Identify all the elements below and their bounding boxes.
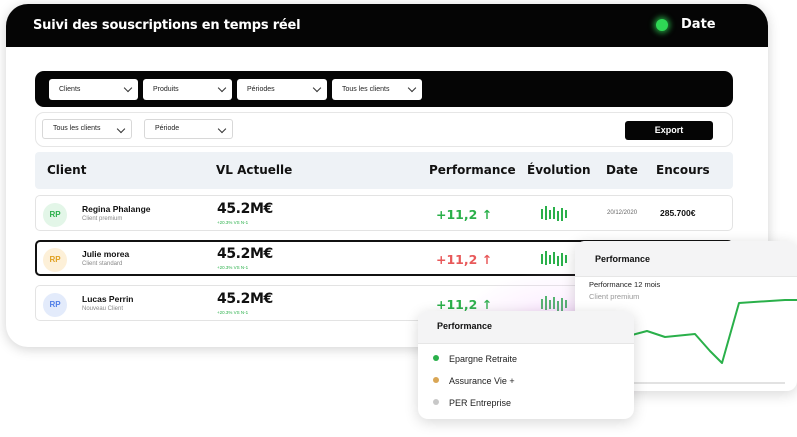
client-type: Client standard bbox=[82, 261, 123, 267]
card-header: Suivi des souscriptions en temps réel Da… bbox=[6, 4, 768, 47]
legend-label: Epargne Retraite bbox=[449, 354, 518, 364]
client-name: Lucas Perrin bbox=[82, 294, 134, 304]
legend-dot-icon bbox=[433, 399, 439, 405]
chevron-down-icon bbox=[123, 83, 133, 93]
live-indicator-icon bbox=[656, 19, 668, 31]
arrow-up-icon: ↑ bbox=[481, 252, 493, 267]
chevron-down-icon bbox=[116, 124, 126, 134]
client-name: Julie morea bbox=[82, 249, 130, 259]
encours-value: 285.700€ bbox=[660, 208, 696, 218]
performance-number: +11,2 bbox=[436, 297, 478, 312]
col-date[interactable]: Date bbox=[606, 163, 638, 177]
avatar: RP bbox=[43, 203, 67, 227]
avatar: RP bbox=[43, 293, 67, 317]
legend-item-epargne[interactable]: Epargne Retraite bbox=[433, 354, 517, 364]
table-row[interactable]: RP Regina Phalange Client premium 45.2M€… bbox=[35, 195, 733, 231]
date-label[interactable]: Date bbox=[681, 17, 716, 32]
performance-value: +11,2 ↑ bbox=[436, 207, 492, 222]
legend-dot-icon bbox=[433, 377, 439, 383]
vl-value: 45.2M€ bbox=[217, 291, 273, 307]
table-header: Client VL Actuelle Performance Évolution… bbox=[35, 152, 733, 189]
export-button[interactable]: Export bbox=[625, 121, 713, 140]
vl-value: 45.2M€ bbox=[217, 246, 273, 262]
subscriptions-card: Suivi des souscriptions en temps réel Da… bbox=[6, 4, 768, 347]
produits-select[interactable]: Produits bbox=[143, 79, 232, 100]
primary-filter-bar: Clients Produits Périodes Tous les clien… bbox=[35, 71, 733, 107]
col-encours[interactable]: Encours bbox=[656, 163, 710, 177]
col-evolution[interactable]: Évolution bbox=[527, 163, 591, 177]
chevron-down-icon bbox=[217, 83, 227, 93]
performance-value: +11,2 ↑ bbox=[436, 252, 492, 267]
performance-number: +11,2 bbox=[436, 252, 478, 267]
legend-item-per[interactable]: PER Entreprise bbox=[433, 398, 511, 408]
popover-subtitle: Performance 12 mois bbox=[589, 280, 661, 289]
arrow-up-icon: ↑ bbox=[481, 297, 493, 312]
client-type: Client premium bbox=[82, 216, 123, 222]
legend-label: PER Entreprise bbox=[449, 398, 512, 408]
performance-value: +11,2 ↑ bbox=[436, 297, 492, 312]
periodes-select[interactable]: Périodes bbox=[237, 79, 327, 100]
chevron-down-icon bbox=[217, 124, 227, 134]
tous-clients-filter-label: Tous les clients bbox=[53, 125, 101, 132]
vl-change: +20.3% VS N-1 bbox=[217, 310, 249, 315]
legend-item-assurance[interactable]: Assurance Vie + bbox=[433, 376, 515, 386]
avatar: RP bbox=[43, 248, 67, 272]
legend-dot-icon bbox=[433, 355, 439, 361]
performance-legend-popover: Performance Epargne Retraite Assurance V… bbox=[418, 311, 634, 419]
client-type: Nouveau Client bbox=[82, 306, 124, 312]
periode-filter[interactable]: Période bbox=[144, 119, 233, 139]
evolution-sparkbars-icon bbox=[541, 251, 567, 266]
chevron-down-icon bbox=[407, 83, 417, 93]
arrow-up-icon: ↑ bbox=[481, 207, 493, 222]
clients-select[interactable]: Clients bbox=[49, 79, 138, 100]
clients-select-label: Clients bbox=[59, 86, 81, 93]
tous-clients-select[interactable]: Tous les clients bbox=[332, 79, 422, 100]
periodes-select-label: Périodes bbox=[247, 86, 275, 93]
vl-value: 45.2M€ bbox=[217, 201, 273, 217]
popover-title: Performance bbox=[418, 311, 634, 344]
row-date: 20/12/2020 bbox=[607, 210, 638, 216]
col-vl-actuelle[interactable]: VL Actuelle bbox=[216, 163, 293, 177]
vl-change: +20.3% VS N-1 bbox=[217, 220, 249, 225]
tous-clients-select-label: Tous les clients bbox=[342, 86, 390, 93]
client-name: Regina Phalange bbox=[82, 204, 151, 214]
page-title: Suivi des souscriptions en temps réel bbox=[33, 18, 301, 33]
performance-number: +11,2 bbox=[436, 207, 478, 222]
periode-filter-label: Période bbox=[155, 125, 180, 132]
popover-title: Performance bbox=[575, 241, 797, 277]
vl-change: +20.3% VS N-1 bbox=[217, 265, 249, 270]
chevron-down-icon bbox=[312, 83, 322, 93]
col-performance[interactable]: Performance bbox=[429, 163, 516, 177]
tous-clients-filter[interactable]: Tous les clients bbox=[42, 119, 132, 139]
legend-label: Assurance Vie + bbox=[449, 376, 515, 386]
evolution-sparkbars-icon bbox=[541, 296, 567, 311]
popover-client-type: Client premium bbox=[589, 292, 640, 301]
col-client[interactable]: Client bbox=[47, 163, 87, 177]
produits-select-label: Produits bbox=[153, 86, 179, 93]
secondary-filter-bar: Tous les clients Période Export bbox=[35, 112, 733, 147]
evolution-sparkbars-icon bbox=[541, 206, 567, 221]
